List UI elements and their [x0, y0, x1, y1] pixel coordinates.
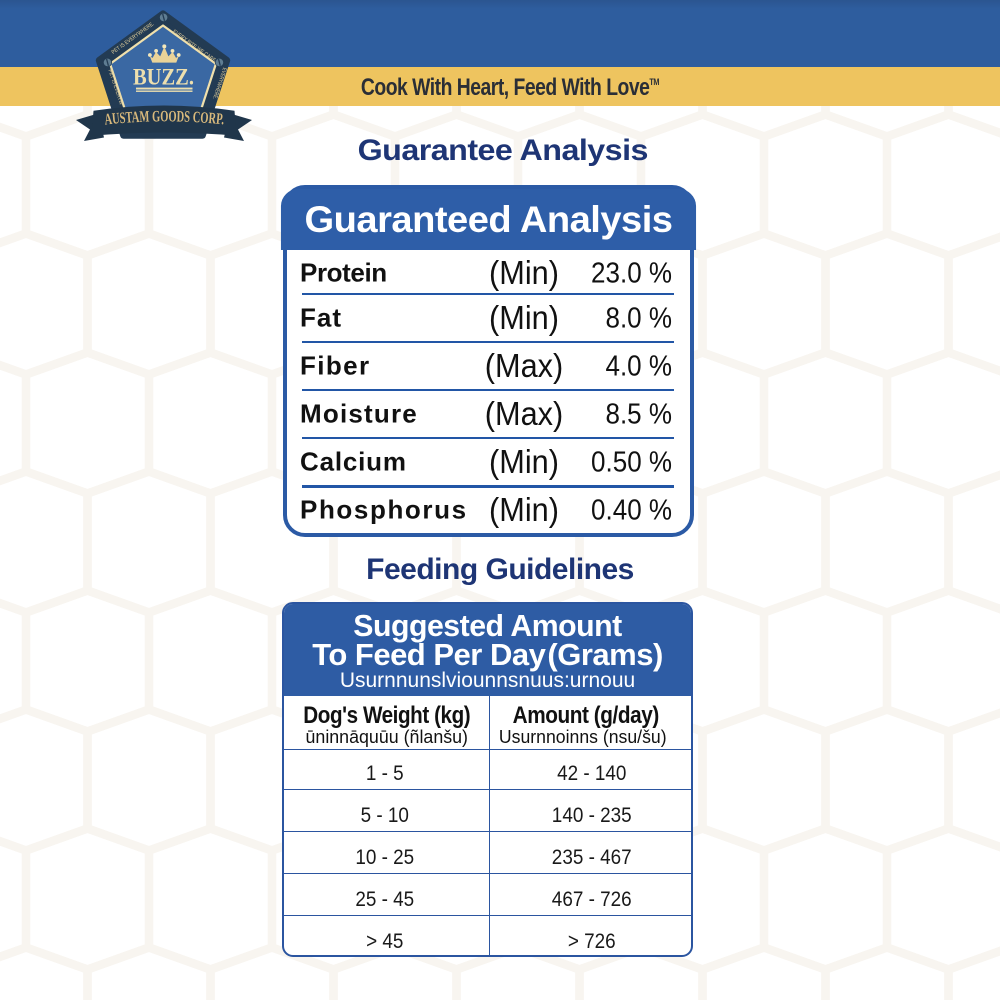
svg-text:BUZZ.: BUZZ. — [133, 65, 194, 91]
svg-text:AUSTAM GOODS CORP.: AUSTAM GOODS CORP. — [104, 108, 225, 128]
